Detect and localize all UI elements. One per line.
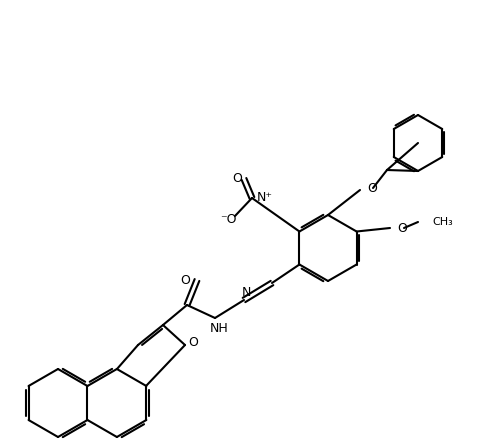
Text: O: O	[231, 172, 241, 186]
Text: O: O	[366, 182, 376, 194]
Text: CH₃: CH₃	[431, 217, 452, 227]
Text: N⁺: N⁺	[256, 190, 273, 203]
Text: NH: NH	[209, 322, 228, 334]
Text: O: O	[188, 337, 198, 350]
Text: O: O	[396, 222, 406, 234]
Text: O: O	[180, 273, 190, 287]
Text: N: N	[241, 285, 250, 299]
Text: ⁻O: ⁻O	[219, 213, 236, 225]
